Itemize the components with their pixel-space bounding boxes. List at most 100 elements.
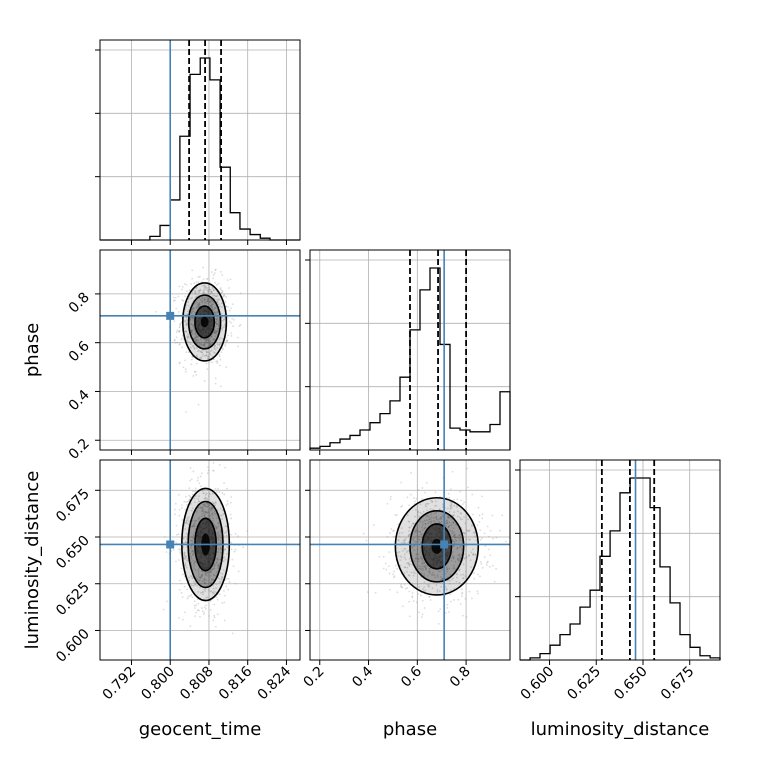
sample-point (219, 580, 222, 583)
sample-point (453, 599, 455, 601)
sample-point (392, 576, 395, 579)
sample-point (198, 495, 201, 498)
sample-point (466, 530, 469, 533)
sample-point (197, 305, 200, 308)
sample-point (184, 562, 187, 565)
sample-point (239, 324, 242, 326)
sample-point (213, 289, 216, 291)
sample-point (193, 338, 195, 341)
x-title-phase: phase (383, 719, 437, 740)
sample-point (220, 291, 223, 294)
sample-point (203, 515, 206, 518)
sample-point (419, 567, 422, 570)
sample-point (201, 610, 204, 613)
sample-point (205, 351, 208, 354)
sample-point (421, 599, 424, 602)
sample-point (195, 336, 198, 339)
sample-point (453, 534, 456, 537)
sample-point (419, 503, 422, 506)
sample-point (178, 588, 181, 591)
sample-point (422, 588, 424, 591)
sample-point (174, 341, 177, 344)
sample-point (432, 508, 435, 511)
sample-point (193, 524, 195, 527)
sample-point (419, 594, 422, 597)
histogram-luminosity_distance (520, 477, 721, 661)
sample-point (213, 294, 216, 297)
sample-point (178, 343, 181, 346)
sample-point (189, 343, 192, 346)
sample-point (190, 584, 193, 587)
sample-point (412, 539, 415, 542)
sample-point (464, 575, 467, 577)
sample-point (209, 514, 212, 517)
sample-point (225, 339, 228, 342)
sample-point (445, 522, 448, 525)
sample-point (425, 505, 428, 508)
sample-point (417, 558, 420, 561)
sample-point (194, 560, 197, 563)
sample-point (190, 575, 192, 577)
sample-point (194, 582, 197, 584)
sample-point (188, 341, 191, 344)
sample-point (204, 571, 207, 573)
sample-point (188, 498, 191, 501)
sample-point (426, 564, 429, 567)
sample-point (428, 583, 431, 586)
sample-point (202, 613, 205, 616)
sample-point (231, 558, 234, 561)
sample-point (421, 558, 424, 561)
panel-frame (309, 249, 511, 451)
sample-point (366, 591, 369, 593)
sample-point (428, 570, 431, 573)
sample-point (191, 325, 194, 328)
sample-point (470, 551, 473, 554)
sample-point (452, 564, 455, 567)
sample-point (206, 498, 209, 501)
sample-point (453, 542, 456, 544)
sample-point (209, 337, 212, 340)
sample-point (459, 556, 461, 559)
sample-point (204, 590, 206, 593)
sample-point (483, 532, 486, 535)
sample-point (460, 499, 463, 502)
sample-point (193, 562, 195, 565)
sample-point (195, 339, 198, 342)
sample-point (499, 529, 501, 532)
sample-point (399, 559, 402, 562)
pair-panel-phase-luminosity_distance: 0.2 0.4 0.6 0.8 (301, 459, 511, 691)
sample-point (440, 520, 443, 523)
sample-point (209, 571, 212, 574)
sample-point (178, 342, 181, 345)
sample-point (214, 625, 217, 628)
sample-point (424, 566, 427, 568)
sample-point (461, 503, 464, 506)
sample-point (420, 533, 422, 536)
sample-point (204, 343, 206, 345)
sample-point (208, 615, 211, 617)
sample-point (213, 574, 215, 577)
sample-point (224, 558, 227, 561)
sample-point (203, 342, 206, 345)
sample-point (202, 492, 205, 495)
sample-point (460, 574, 462, 576)
sample-point (452, 577, 454, 580)
sample-point (448, 496, 451, 499)
sample-point (191, 296, 194, 299)
sample-point (186, 503, 188, 506)
sample-point (206, 298, 209, 301)
sample-point (398, 532, 401, 535)
sample-point (446, 606, 449, 609)
sample-point (183, 556, 185, 559)
sample-point (378, 556, 381, 558)
sample-point (181, 507, 183, 509)
panel-content (100, 460, 300, 660)
sample-point (205, 338, 207, 341)
sample-point (215, 318, 218, 320)
sample-point (203, 380, 206, 382)
sample-point (218, 564, 220, 566)
sample-point (198, 579, 201, 582)
sample-point (200, 575, 203, 578)
sample-point (204, 581, 206, 584)
sample-point (223, 323, 226, 326)
